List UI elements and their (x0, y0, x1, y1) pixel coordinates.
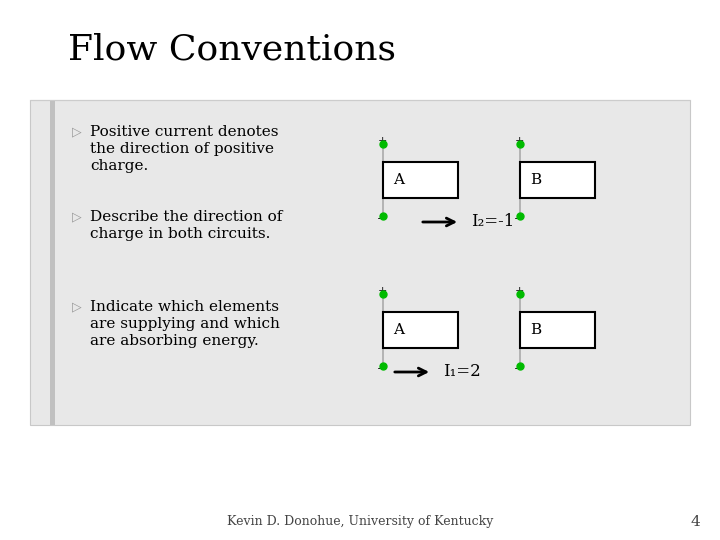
Text: −: − (377, 364, 387, 374)
Text: A: A (393, 173, 404, 187)
Bar (520, 162, 595, 198)
Text: A: A (393, 323, 404, 337)
Text: +: + (377, 286, 387, 296)
Text: I₁=2: I₁=2 (443, 363, 481, 381)
Text: −: − (377, 214, 387, 224)
Text: ▷: ▷ (72, 210, 81, 223)
Text: Kevin D. Donohue, University of Kentucky: Kevin D. Donohue, University of Kentucky (227, 516, 493, 529)
Text: B: B (530, 323, 541, 337)
Text: the direction of positive: the direction of positive (90, 142, 274, 156)
Text: Flow Conventions: Flow Conventions (68, 33, 396, 67)
Bar (520, 312, 595, 348)
Text: are supplying and which: are supplying and which (90, 317, 280, 331)
Text: +: + (514, 136, 523, 146)
Text: Indicate which elements: Indicate which elements (90, 300, 279, 314)
Text: −: − (514, 364, 523, 374)
Bar (383, 312, 458, 348)
Text: +: + (514, 286, 523, 296)
Text: −: − (514, 214, 523, 224)
Bar (50, 100, 55, 425)
Text: I₂=-1: I₂=-1 (471, 213, 514, 231)
Text: are absorbing energy.: are absorbing energy. (90, 334, 258, 348)
Text: ▷: ▷ (72, 125, 81, 138)
Text: 4: 4 (690, 515, 700, 529)
Text: charge in both circuits.: charge in both circuits. (90, 227, 271, 241)
Text: Positive current denotes: Positive current denotes (90, 125, 279, 139)
Text: B: B (530, 173, 541, 187)
Bar (0, 0, 720, 100)
Text: ▷: ▷ (72, 300, 81, 313)
Text: Describe the direction of: Describe the direction of (90, 210, 282, 224)
Bar (30, 100, 690, 425)
Text: +: + (377, 136, 387, 146)
Text: charge.: charge. (90, 159, 148, 173)
Bar (383, 162, 458, 198)
